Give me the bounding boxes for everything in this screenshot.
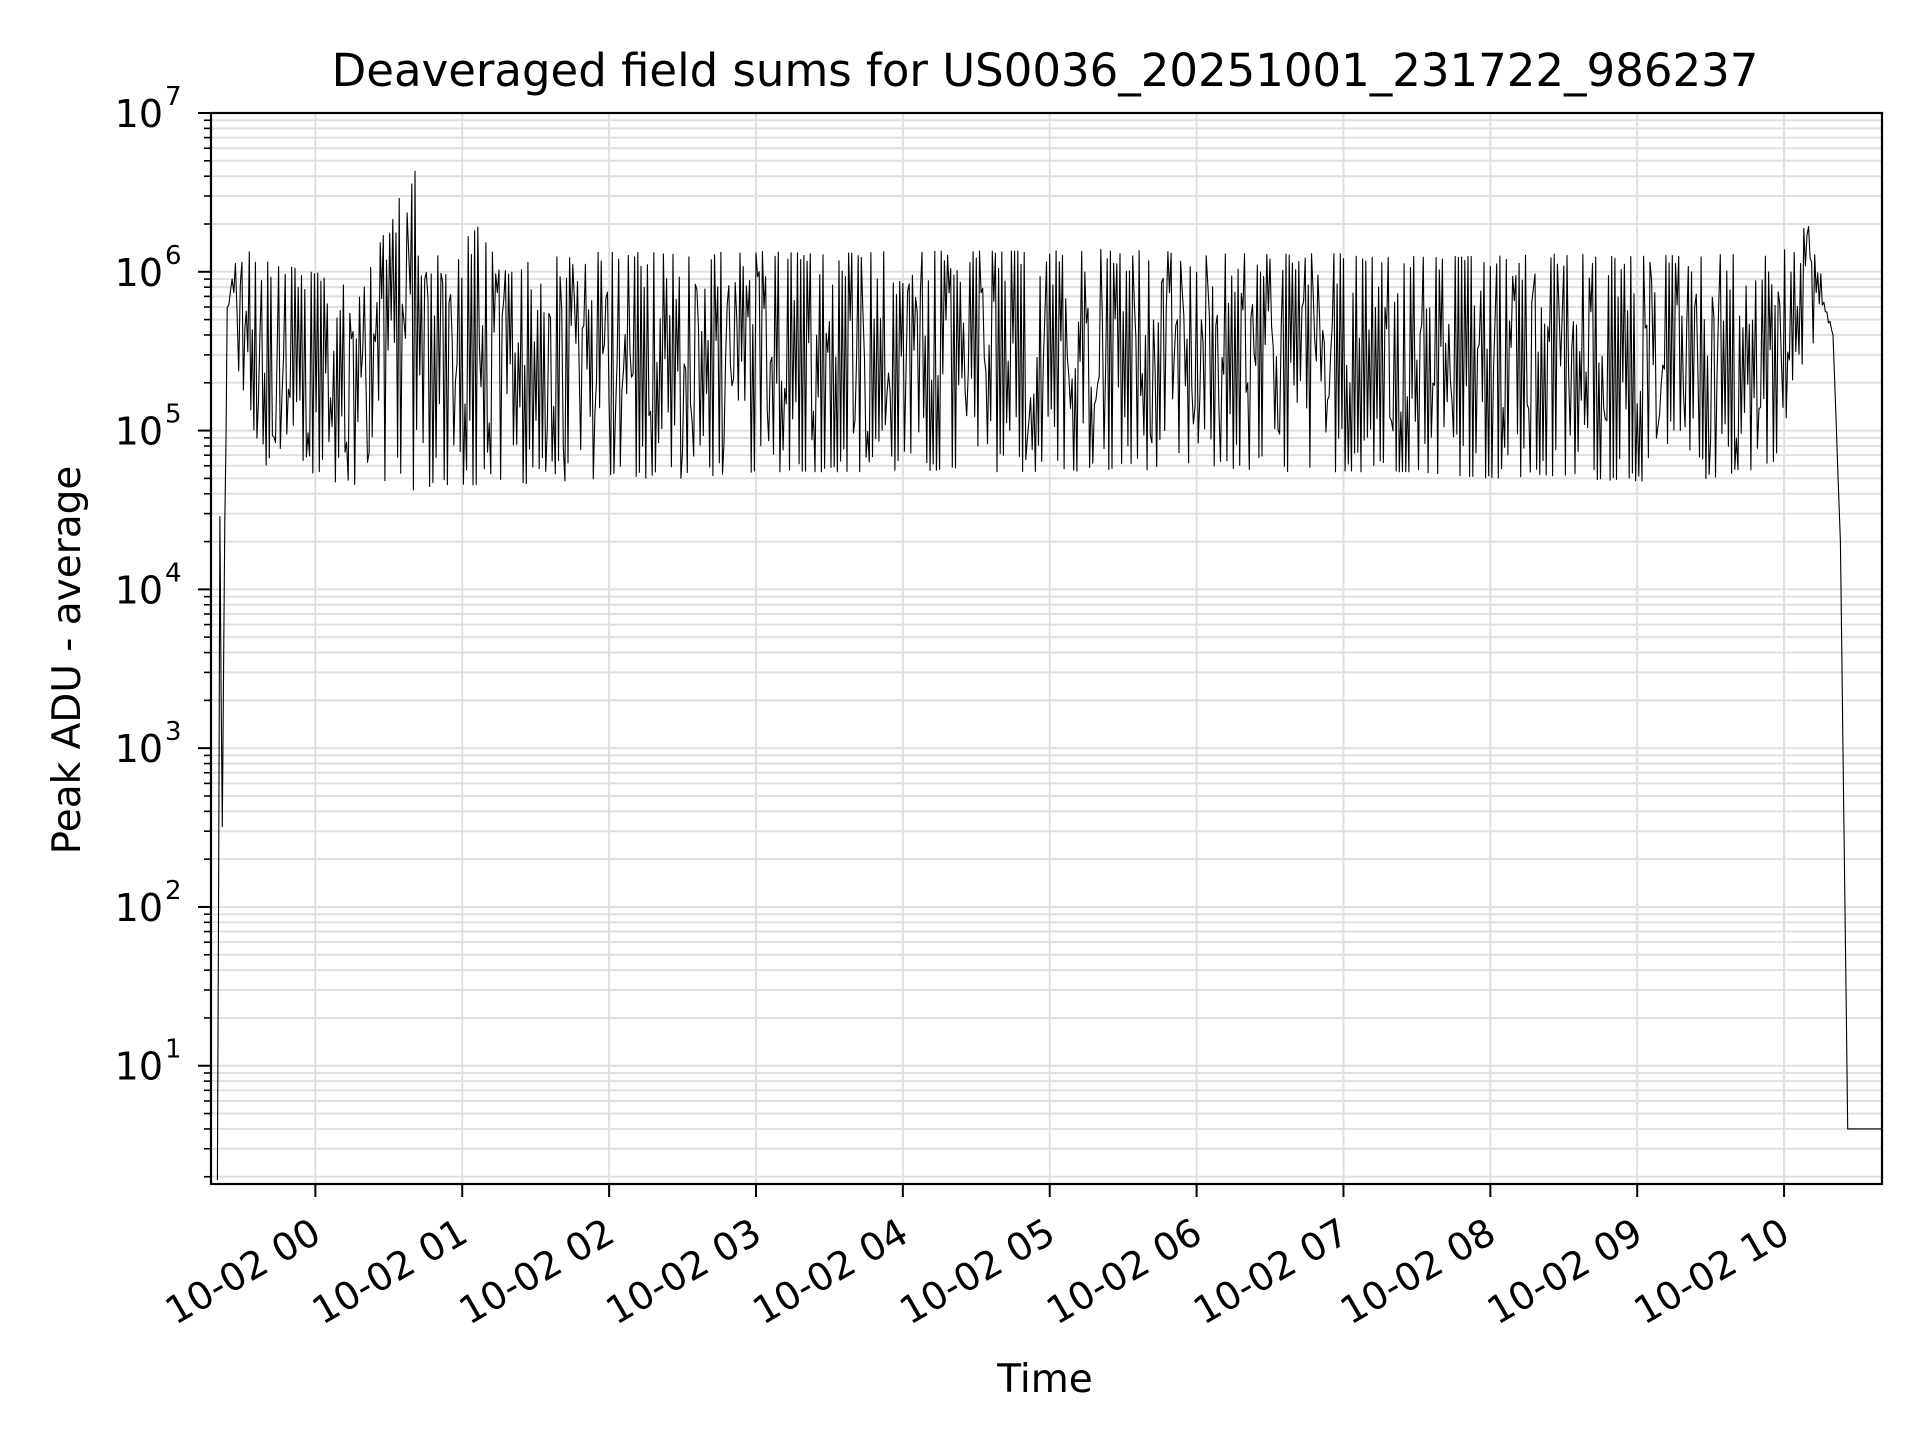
y-tick-label: 10 bbox=[115, 568, 163, 612]
plot-frame bbox=[209, 111, 1884, 1186]
y-tick-exponent: 5 bbox=[165, 400, 182, 430]
y-tick-exponent: 4 bbox=[165, 558, 182, 588]
y-tick-label: 10 bbox=[115, 727, 163, 771]
y-axis-label: Peak ADU - average bbox=[45, 466, 90, 855]
x-axis-label: Time bbox=[996, 1357, 1092, 1402]
y-tick-label: 10 bbox=[115, 410, 163, 454]
y-tick-exponent: 6 bbox=[165, 241, 182, 271]
y-tick-label: 10 bbox=[115, 92, 163, 136]
chart-title: Deaveraged field sums for US0036_2025100… bbox=[332, 44, 1759, 97]
y-tick-exponent: 2 bbox=[165, 876, 182, 906]
y-tick-label: 10 bbox=[115, 1045, 163, 1089]
y-tick-label: 10 bbox=[115, 886, 163, 930]
y-tick-label: 10 bbox=[115, 251, 163, 295]
y-tick-exponent: 7 bbox=[165, 82, 182, 112]
series-line bbox=[216, 170, 1882, 1181]
y-tick-exponent: 1 bbox=[165, 1035, 182, 1065]
data-line bbox=[216, 170, 1882, 1181]
y-tick-exponent: 3 bbox=[165, 717, 182, 747]
